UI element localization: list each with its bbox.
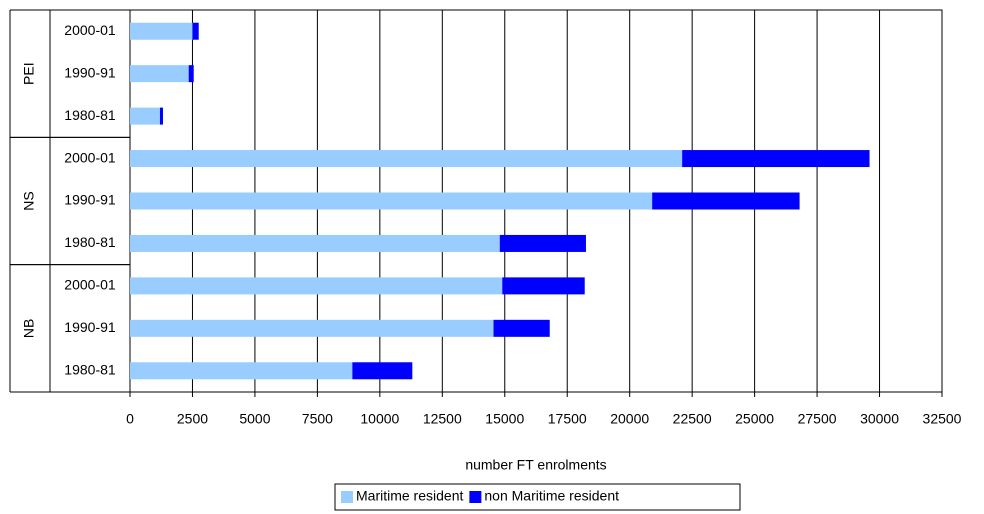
bar-segment xyxy=(499,234,586,252)
x-tick-label: 32500 xyxy=(923,411,962,427)
x-tick-label: 30000 xyxy=(860,411,899,427)
bar-segment xyxy=(352,362,413,380)
y-tick-label: 1990-91 xyxy=(64,64,116,80)
group-label: PEI xyxy=(21,62,37,85)
y-tick-label: 1990-91 xyxy=(64,192,116,208)
x-tick-label: 27500 xyxy=(798,411,837,427)
legend-swatch xyxy=(469,491,482,503)
bar-segment xyxy=(130,277,503,295)
x-tick-label: 12500 xyxy=(423,411,462,427)
y-tick-label: 2000-01 xyxy=(64,22,116,38)
bar-segment xyxy=(130,234,500,252)
legend-box xyxy=(334,483,741,511)
x-tick-label: 7500 xyxy=(302,411,333,427)
bar-segment xyxy=(493,319,550,337)
bar-segment xyxy=(130,150,683,168)
group-label: NS xyxy=(21,191,37,210)
x-tick-label: 0 xyxy=(126,411,134,427)
legend-label: Maritime resident xyxy=(356,488,463,504)
x-tick-label: 5000 xyxy=(239,411,270,427)
x-tick-label: 25000 xyxy=(735,411,774,427)
bar-segment xyxy=(130,319,494,337)
bar-segment xyxy=(130,65,189,83)
y-tick-label: 2000-01 xyxy=(64,277,116,293)
x-tick-label: 2500 xyxy=(177,411,208,427)
bar-segment xyxy=(130,107,160,125)
legend-swatch xyxy=(341,491,353,503)
bar-segment xyxy=(130,192,653,210)
x-tick-label: 10000 xyxy=(360,411,399,427)
x-tick-label: 17500 xyxy=(548,411,587,427)
x-axis-title: number FT enrolments xyxy=(465,457,606,473)
x-tick-label: 22500 xyxy=(673,411,712,427)
y-tick-label: 2000-01 xyxy=(64,149,116,165)
x-tick-label: 15000 xyxy=(485,411,524,427)
bar-segment xyxy=(130,362,353,380)
y-tick-label: 1980-81 xyxy=(64,361,116,377)
bar-segment xyxy=(159,107,163,125)
bar-segment xyxy=(192,22,199,40)
bar-segment xyxy=(130,22,193,40)
bar-segment xyxy=(188,65,194,83)
y-tick-label: 1980-81 xyxy=(64,234,116,250)
bar-segment xyxy=(652,192,800,210)
y-tick-label: 1990-91 xyxy=(64,319,116,335)
x-tick-label: 20000 xyxy=(610,411,649,427)
legend-label: non Maritime resident xyxy=(484,488,619,504)
bar-segment xyxy=(682,150,870,168)
bar-segment xyxy=(502,277,585,295)
y-tick-label: 1980-81 xyxy=(64,107,116,123)
group-label: NB xyxy=(21,319,37,338)
